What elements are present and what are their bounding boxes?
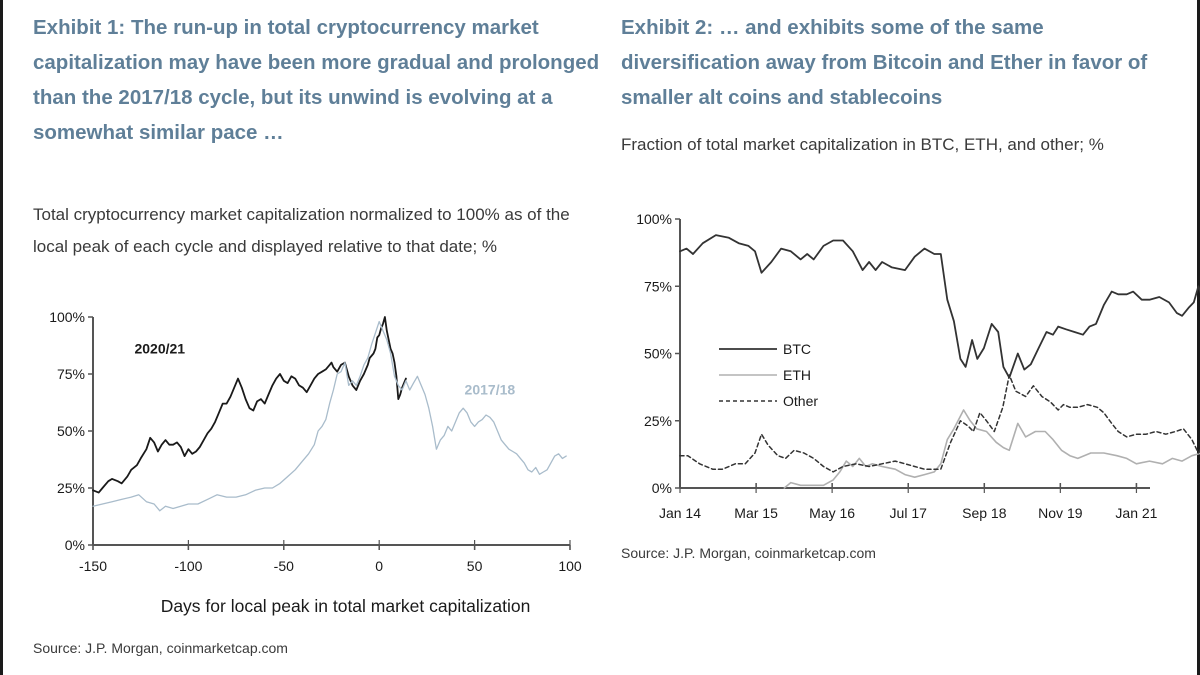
exhibit-2-title: Exhibit 2: … and exhibits some of the sa… xyxy=(621,16,1148,109)
x-tick-label: -50 xyxy=(274,558,294,574)
y-tick-label: 75% xyxy=(644,278,672,294)
legend-label-other: Other xyxy=(783,393,818,409)
x-tick-label: 100 xyxy=(558,558,582,574)
y-tick-label: 25% xyxy=(644,413,672,429)
y-tick-label: 0% xyxy=(65,537,85,553)
x-tick-label: Nov 19 xyxy=(1038,505,1083,521)
y-tick-label: 0% xyxy=(652,480,672,496)
exhibit-1-source: Source: J.P. Morgan, coinmarketcap.com xyxy=(33,640,288,656)
x-tick-label: 50 xyxy=(467,558,483,574)
left-border xyxy=(0,0,3,675)
x-tick-label: Jan 14 xyxy=(659,505,701,521)
series-label-2017-18: 2017/18 xyxy=(465,382,516,398)
exhibit-2-panel: Exhibit 2: … and exhibits some of the sa… xyxy=(621,0,1200,675)
series-label-2020-21: 2020/21 xyxy=(134,340,185,356)
x-axis-title: Days for local peak in total market capi… xyxy=(161,596,531,616)
right-border xyxy=(1197,0,1200,675)
series-line-other xyxy=(679,374,1200,473)
x-tick-label: Sep 18 xyxy=(962,505,1007,521)
y-tick-label: 100% xyxy=(636,211,672,227)
exhibit-1-subtitle: Total cryptocurrency market capitalizati… xyxy=(33,205,570,256)
y-tick-label: 100% xyxy=(49,309,85,325)
exhibit-2-chart: 0% 25% 50% 75% 100% Jan 14 Mar 15 May 16 Jul 17 S… xyxy=(636,211,1200,521)
series-line-eth xyxy=(783,409,1200,489)
exhibit-2-source: Source: J.P. Morgan, coinmarketcap.com xyxy=(621,545,876,561)
y-tick-label: 75% xyxy=(57,366,85,382)
exhibit-1-chart: 0% 25% 50% 75% 100% -150 -100 -50 0 50 100 2020/21 2… xyxy=(49,309,582,616)
legend-label-eth: ETH xyxy=(783,367,811,383)
exhibit-1-title: Exhibit 1: The run-up in total cryptocur… xyxy=(33,16,600,144)
x-tick-label: -100 xyxy=(174,558,202,574)
x-tick-label: Mar 15 xyxy=(734,505,778,521)
series-line-2017-18 xyxy=(92,320,567,512)
y-tick-label: 50% xyxy=(57,423,85,439)
exhibit-2-subtitle: Fraction of total market capitalization … xyxy=(621,135,1104,154)
y-tick-label: 50% xyxy=(644,346,672,362)
x-tick-label: -150 xyxy=(79,558,107,574)
y-tick-label: 25% xyxy=(57,480,85,496)
x-tick-label: Jul 17 xyxy=(890,505,928,521)
x-tick-label: Jan 21 xyxy=(1115,505,1157,521)
legend-label-btc: BTC xyxy=(783,341,811,357)
x-tick-label: 0 xyxy=(375,558,383,574)
exhibit-1-panel: Exhibit 1: The run-up in total cryptocur… xyxy=(33,0,603,675)
series-line-2020-21 xyxy=(92,316,407,494)
x-tick-label: May 16 xyxy=(809,505,855,521)
series-line-btc xyxy=(679,234,1200,379)
